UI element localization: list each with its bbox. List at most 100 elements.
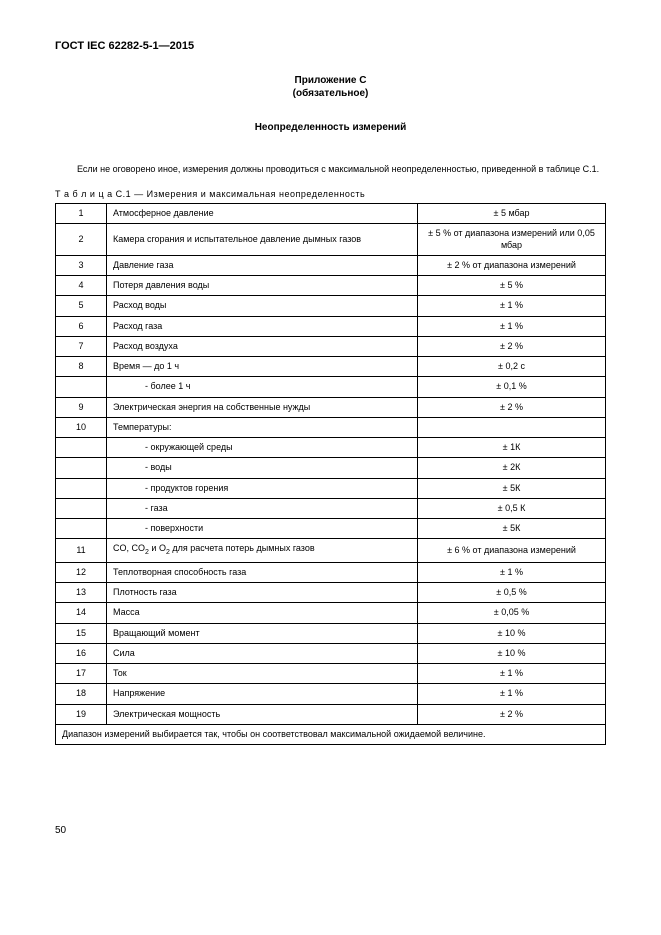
page-title: Неопределенность измерений <box>55 122 606 133</box>
row-value: ± 6 % от диапазона измерений <box>418 539 606 563</box>
row-description: Расход воздуха <box>107 336 418 356</box>
row-number: 9 <box>56 397 107 417</box>
appendix-line1: Приложение С <box>55 74 606 87</box>
row-value: ± 0,1 % <box>418 377 606 397</box>
row-number: 10 <box>56 417 107 437</box>
row-value: ± 5 % <box>418 276 606 296</box>
row-description: Расход воды <box>107 296 418 316</box>
row-number: 6 <box>56 316 107 336</box>
row-number: 14 <box>56 603 107 623</box>
table-row: 6Расход газа± 1 % <box>56 316 606 336</box>
row-number: 13 <box>56 583 107 603</box>
row-value: ± 2 % <box>418 704 606 724</box>
row-number: 2 <box>56 224 107 256</box>
row-description: Сила <box>107 643 418 663</box>
row-description: Электрическая мощность <box>107 704 418 724</box>
table-row: 8Время — до 1 ч± 0,2 с <box>56 357 606 377</box>
page-container: ГОСТ IEC 62282-5-1—2015 Приложение С (об… <box>0 0 661 866</box>
row-description: Потеря давления воды <box>107 276 418 296</box>
table-row: 4Потеря давления воды± 5 % <box>56 276 606 296</box>
intro-paragraph: Если не оговорено иное, измерения должны… <box>55 163 606 175</box>
row-description: - газа <box>107 498 418 518</box>
table-row: 3Давление газа± 2 % от диапазона измерен… <box>56 255 606 275</box>
row-number <box>56 458 107 478</box>
row-value: ± 2 % <box>418 397 606 417</box>
table-row: - газа± 0,5 К <box>56 498 606 518</box>
table-row: 12Теплотворная способность газа± 1 % <box>56 562 606 582</box>
row-description: Камера сгорания и испытательное давление… <box>107 224 418 256</box>
table-row: - более 1 ч± 0,1 % <box>56 377 606 397</box>
row-value <box>418 417 606 437</box>
row-value: ± 1 % <box>418 684 606 704</box>
row-number: 19 <box>56 704 107 724</box>
appendix-line2: (обязательное) <box>55 87 606 100</box>
doc-header: ГОСТ IEC 62282-5-1—2015 <box>55 40 606 52</box>
row-description: - окружающей среды <box>107 438 418 458</box>
row-description: - воды <box>107 458 418 478</box>
table-row: 5Расход воды± 1 % <box>56 296 606 316</box>
table-footer-row: Диапазон измерений выбирается так, чтобы… <box>56 724 606 744</box>
table-row: - окружающей среды± 1К <box>56 438 606 458</box>
row-number <box>56 519 107 539</box>
row-value: ± 10 % <box>418 643 606 663</box>
row-description: Температуры: <box>107 417 418 437</box>
table-row: 19Электрическая мощность± 2 % <box>56 704 606 724</box>
row-value: ± 0,05 % <box>418 603 606 623</box>
table-row: 11CO, CO2 и O2 для расчета потерь дымных… <box>56 539 606 563</box>
row-number: 16 <box>56 643 107 663</box>
table-caption: Т а б л и ц а С.1 — Измерения и максимал… <box>55 189 606 199</box>
row-description: Плотность газа <box>107 583 418 603</box>
row-value: ± 5 % от диапазона измерений или 0,05 мб… <box>418 224 606 256</box>
row-number: 17 <box>56 664 107 684</box>
row-value: ± 1 % <box>418 562 606 582</box>
row-description: Масса <box>107 603 418 623</box>
row-number: 12 <box>56 562 107 582</box>
table-row: 16Сила± 10 % <box>56 643 606 663</box>
row-description: Давление газа <box>107 255 418 275</box>
table-row: - продуктов горения± 5К <box>56 478 606 498</box>
row-value: ± 1К <box>418 438 606 458</box>
row-description: Время — до 1 ч <box>107 357 418 377</box>
row-value: ± 1 % <box>418 296 606 316</box>
table-row: 17Ток± 1 % <box>56 664 606 684</box>
row-number: 4 <box>56 276 107 296</box>
row-value: ± 0,5 % <box>418 583 606 603</box>
table-row: 18Напряжение± 1 % <box>56 684 606 704</box>
row-description: Расход газа <box>107 316 418 336</box>
row-value: ± 0,2 с <box>418 357 606 377</box>
row-number: 8 <box>56 357 107 377</box>
row-number: 5 <box>56 296 107 316</box>
table-row: 2Камера сгорания и испытательное давлени… <box>56 224 606 256</box>
row-description: CO, CO2 и O2 для расчета потерь дымных г… <box>107 539 418 563</box>
table-footer-note: Диапазон измерений выбирается так, чтобы… <box>56 724 606 744</box>
table-row: - поверхности± 5К <box>56 519 606 539</box>
row-number <box>56 478 107 498</box>
row-description: Атмосферное давление <box>107 204 418 224</box>
row-number: 18 <box>56 684 107 704</box>
table-row: - воды± 2К <box>56 458 606 478</box>
row-description: - поверхности <box>107 519 418 539</box>
row-number: 1 <box>56 204 107 224</box>
row-value: ± 5К <box>418 478 606 498</box>
row-number: 11 <box>56 539 107 563</box>
row-value: ± 2 % от диапазона измерений <box>418 255 606 275</box>
row-number <box>56 377 107 397</box>
row-value: ± 1 % <box>418 664 606 684</box>
row-description: Ток <box>107 664 418 684</box>
row-description: Электрическая энергия на собственные нуж… <box>107 397 418 417</box>
row-number <box>56 438 107 458</box>
row-value: ± 10 % <box>418 623 606 643</box>
row-value: ± 1 % <box>418 316 606 336</box>
table-row: 15Вращающий момент± 10 % <box>56 623 606 643</box>
table-row: 14Масса± 0,05 % <box>56 603 606 623</box>
row-number: 3 <box>56 255 107 275</box>
row-description: - более 1 ч <box>107 377 418 397</box>
table-row: 1Атмосферное давление± 5 мбар <box>56 204 606 224</box>
row-description: - продуктов горения <box>107 478 418 498</box>
table-row: 13Плотность газа± 0,5 % <box>56 583 606 603</box>
row-value: ± 5К <box>418 519 606 539</box>
table-row: 10Температуры: <box>56 417 606 437</box>
row-description: Напряжение <box>107 684 418 704</box>
uncertainty-table: 1Атмосферное давление± 5 мбар2Камера сго… <box>55 203 606 745</box>
row-description: Теплотворная способность газа <box>107 562 418 582</box>
